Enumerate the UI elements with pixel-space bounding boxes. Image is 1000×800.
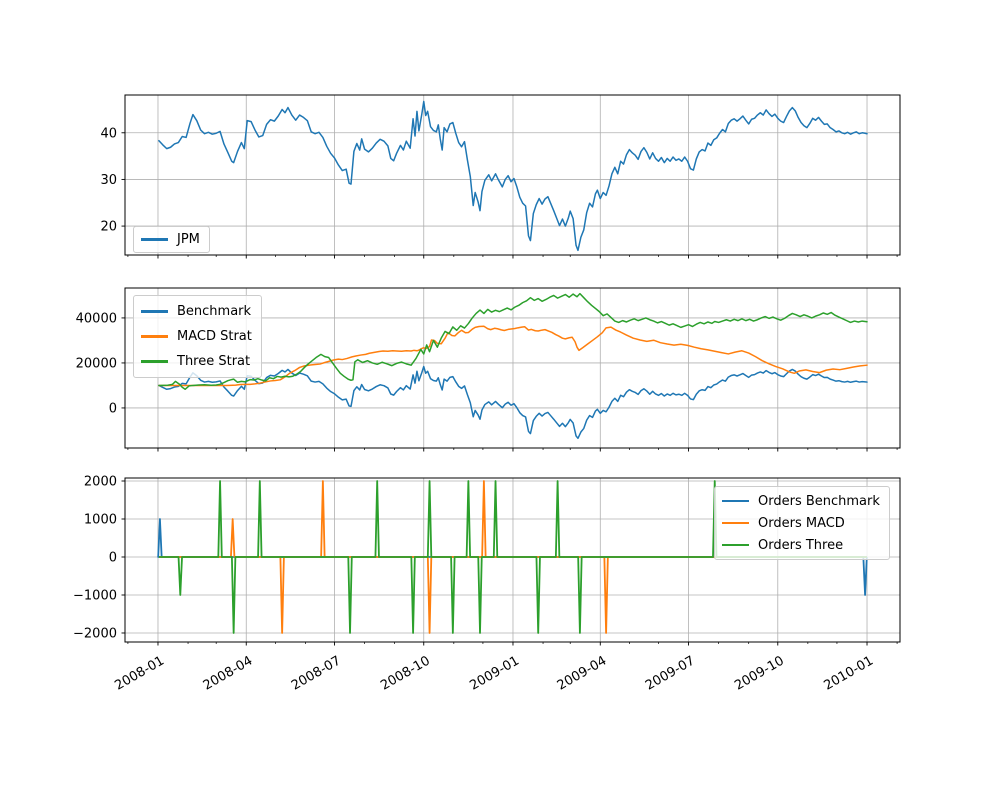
svg-text:40000: 40000 xyxy=(76,311,117,326)
svg-text:−1000: −1000 xyxy=(73,589,117,604)
legend-label-orders-benchmark: Orders Benchmark xyxy=(758,493,880,509)
legend-entry-three-strat: Three Strat xyxy=(141,349,252,374)
svg-text:2008-01: 2008-01 xyxy=(112,653,167,693)
legend-label-jpm: JPM xyxy=(177,232,200,247)
svg-text:2010-01: 2010-01 xyxy=(821,653,876,693)
legend-entry-orders-benchmark: Orders Benchmark xyxy=(722,490,880,512)
legend-line-three-strat-icon xyxy=(141,360,168,363)
legend-line-orders-macd-icon xyxy=(722,521,749,525)
svg-text:40: 40 xyxy=(100,126,117,141)
svg-text:20000: 20000 xyxy=(76,356,117,371)
legend-entry-orders-macd: Orders MACD xyxy=(722,512,880,534)
price-legend: JPM xyxy=(133,226,210,253)
legend-label-three-strat: Three Strat xyxy=(177,354,251,369)
legend-line-benchmark-icon xyxy=(141,310,168,313)
orders-legend: Orders Benchmark Orders MACD Orders Thre… xyxy=(714,486,890,560)
legend-line-orders-benchmark-icon xyxy=(722,499,749,503)
legend-entry-macd-strat: MACD Strat xyxy=(141,324,252,349)
legend-label-benchmark: Benchmark xyxy=(177,304,252,319)
svg-text:2008-04: 2008-04 xyxy=(201,653,256,693)
svg-text:2009-10: 2009-10 xyxy=(732,653,787,693)
svg-text:2000: 2000 xyxy=(84,475,117,490)
svg-text:2009-01: 2009-01 xyxy=(467,653,522,693)
legend-line-jpm-icon xyxy=(141,238,168,241)
legend-line-macd-strat-icon xyxy=(141,335,168,338)
legend-entry-jpm: JPM xyxy=(141,230,200,249)
svg-text:2008-10: 2008-10 xyxy=(378,653,433,693)
svg-text:2009-04: 2009-04 xyxy=(555,653,610,693)
legend-entry-benchmark: Benchmark xyxy=(141,299,252,324)
portfolio-legend: Benchmark MACD Strat Three Strat xyxy=(133,295,262,378)
svg-text:0: 0 xyxy=(109,401,117,416)
svg-text:1000: 1000 xyxy=(84,513,117,528)
legend-label-orders-three: Orders Three xyxy=(758,537,844,553)
svg-text:−2000: −2000 xyxy=(73,626,117,641)
svg-text:2009-07: 2009-07 xyxy=(643,653,698,693)
legend-entry-orders-three: Orders Three xyxy=(722,534,880,556)
svg-text:0: 0 xyxy=(109,551,117,566)
svg-text:2008-07: 2008-07 xyxy=(289,653,344,693)
legend-label-orders-macd: Orders MACD xyxy=(758,515,845,531)
svg-text:30: 30 xyxy=(100,173,117,188)
legend-label-macd-strat: MACD Strat xyxy=(177,329,252,344)
svg-text:20: 20 xyxy=(100,220,117,235)
legend-line-orders-three-icon xyxy=(722,543,749,547)
